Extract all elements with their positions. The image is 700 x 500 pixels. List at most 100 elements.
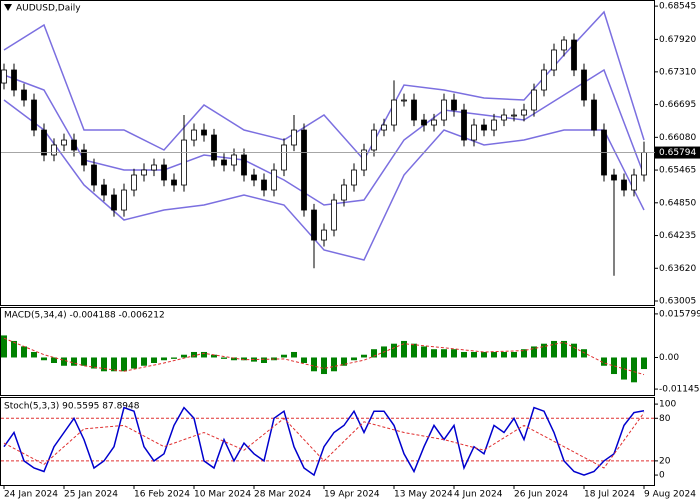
x-tick-label: 4 Jun 2024	[454, 490, 503, 500]
macd-bar	[611, 357, 617, 375]
candle-body	[111, 194, 117, 211]
macd-bar	[71, 357, 77, 366]
candle-body	[21, 89, 27, 101]
macd-bar	[281, 354, 287, 358]
candle-body	[251, 174, 257, 181]
candle-body	[501, 114, 507, 121]
bollinger-band	[3, 10, 645, 162]
macd-bar	[501, 351, 507, 358]
macd-bar	[421, 346, 427, 358]
candle-body	[201, 129, 207, 136]
y-tick-label: 0.64235	[659, 231, 696, 241]
candle-body	[451, 99, 457, 111]
y-tick-label: 100	[659, 400, 676, 410]
candle-body	[391, 99, 397, 126]
stoch-panel	[0, 397, 655, 486]
x-tick-label: 16 Feb 2024	[134, 490, 190, 500]
candle-body	[291, 129, 297, 146]
macd-bar	[311, 357, 317, 372]
candle-body	[31, 99, 37, 131]
stoch-main	[3, 406, 645, 477]
candle-body	[401, 99, 407, 102]
macd-bar	[351, 357, 357, 361]
macd-bar	[401, 340, 407, 358]
macd-bar	[341, 357, 347, 366]
macd-bar	[291, 351, 297, 358]
macd-bar	[371, 349, 377, 358]
candle-body	[411, 99, 417, 121]
x-tick-label: 10 Mar 2024	[194, 490, 251, 500]
macd-bar	[461, 351, 467, 358]
candle-body	[381, 124, 387, 131]
macd-bar	[601, 357, 607, 366]
macd-bar	[171, 357, 177, 359]
macd-bar	[471, 351, 477, 358]
candle-body	[91, 164, 97, 186]
candle-body	[171, 179, 177, 186]
macd-bar	[561, 340, 567, 358]
macd-bar	[521, 349, 527, 358]
macd-title: MACD(5,34,4) -0.004188 -0.006212	[4, 311, 165, 321]
stoch-signal	[3, 412, 645, 469]
candle-body	[271, 169, 277, 191]
x-tick-label: 28 Mar 2024	[254, 490, 311, 500]
macd-bar	[551, 340, 557, 358]
macd-bar	[631, 357, 637, 383]
candle-body	[321, 229, 327, 241]
candle-body	[1, 69, 7, 84]
y-tick-label: 0.63005	[659, 297, 696, 307]
macd-bar	[211, 354, 217, 358]
candle-body	[511, 114, 517, 117]
macd-bar	[391, 343, 397, 358]
candle-body	[151, 164, 157, 171]
candle-body	[491, 119, 497, 131]
candle-body	[161, 164, 167, 181]
candle-body	[421, 119, 427, 126]
macd-bar	[441, 349, 447, 358]
candle-body	[611, 174, 617, 181]
macd-bar	[231, 357, 237, 361]
last-price-label: 0.65794	[659, 148, 696, 158]
candle-body	[591, 99, 597, 131]
x-tick-label: 25 Jan 2024	[64, 490, 118, 500]
candle-body	[351, 169, 357, 186]
macd-bar	[481, 351, 487, 358]
candle-body	[541, 69, 547, 91]
candle-body	[561, 39, 567, 51]
candle-body	[281, 144, 287, 171]
macd-bar	[51, 357, 57, 363]
macd-bar	[221, 357, 227, 359]
macd-bar	[331, 357, 337, 372]
candle-body	[341, 184, 347, 201]
candle-body	[11, 69, 17, 91]
y-tick-label: 0.67920	[659, 35, 696, 45]
macd-bar	[491, 351, 497, 358]
x-tick-label: 18 Jul 2024	[584, 490, 635, 500]
candle-body	[221, 159, 227, 166]
candle-body	[41, 129, 47, 156]
macd-bar	[61, 357, 67, 366]
candle-body	[261, 179, 267, 191]
y-tick-label: 0.66080	[659, 133, 696, 143]
candle-body	[131, 174, 137, 191]
last-price-box	[655, 146, 700, 159]
symbol-icon	[4, 4, 12, 11]
candle-body	[571, 39, 577, 71]
candle-body	[231, 154, 237, 166]
y-tick-label: 0.65465	[659, 166, 696, 176]
candle-body	[101, 184, 107, 196]
macd-bar	[21, 346, 27, 358]
candle-body	[71, 139, 77, 151]
macd-bar	[261, 357, 267, 363]
y-tick-label: 0.64850	[659, 198, 696, 208]
macd-bar	[121, 357, 127, 372]
bollinger-band	[3, 68, 645, 206]
main-panel	[0, 0, 655, 306]
macd-bar	[131, 357, 137, 369]
chart-title: AUDUSD,Daily	[16, 4, 81, 14]
candle-body	[621, 179, 627, 191]
y-tick-label: 0	[659, 471, 665, 481]
candle-body	[361, 149, 367, 171]
macd-bar	[201, 351, 207, 358]
candle-body	[141, 169, 147, 176]
